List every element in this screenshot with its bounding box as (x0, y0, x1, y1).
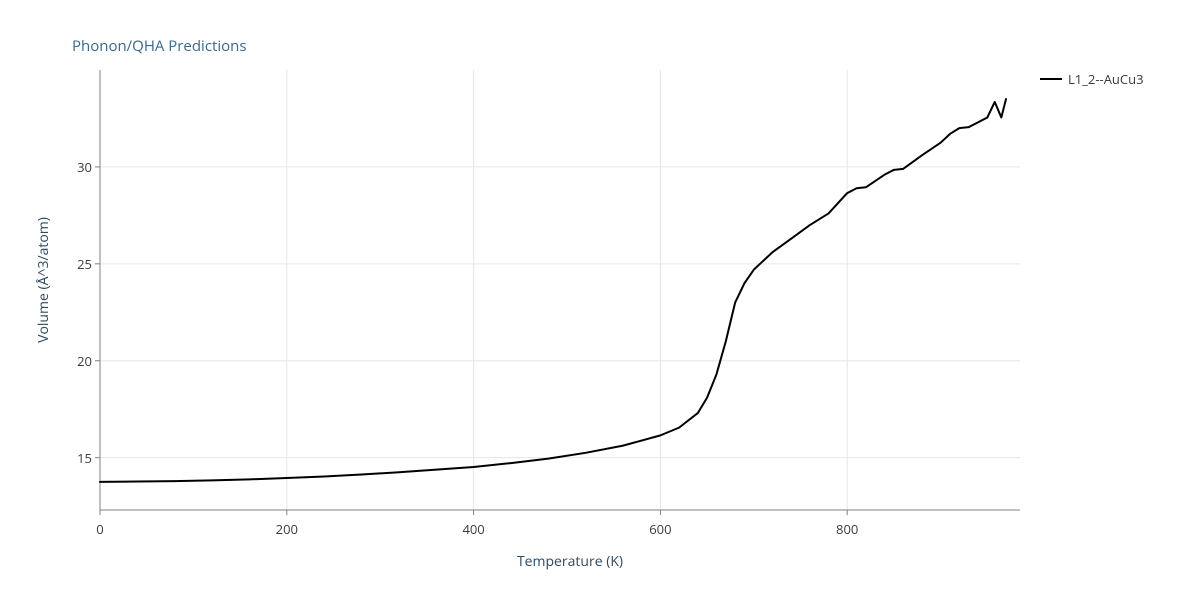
x-tick-label: 600 (645, 520, 675, 538)
y-tick-label: 15 (64, 449, 92, 467)
legend-label: L1_2--AuCu3 (1068, 70, 1144, 88)
y-tick-label: 25 (64, 255, 92, 273)
x-tick-label: 200 (272, 520, 302, 538)
legend: L1_2--AuCu3 (1040, 70, 1144, 88)
x-tick-label: 800 (832, 520, 862, 538)
x-tick-label: 0 (85, 520, 115, 538)
legend-swatch (1040, 78, 1062, 80)
y-tick-label: 20 (64, 352, 92, 370)
chart-plot (0, 0, 1200, 600)
x-tick-label: 400 (459, 520, 489, 538)
y-tick-label: 30 (64, 158, 92, 176)
